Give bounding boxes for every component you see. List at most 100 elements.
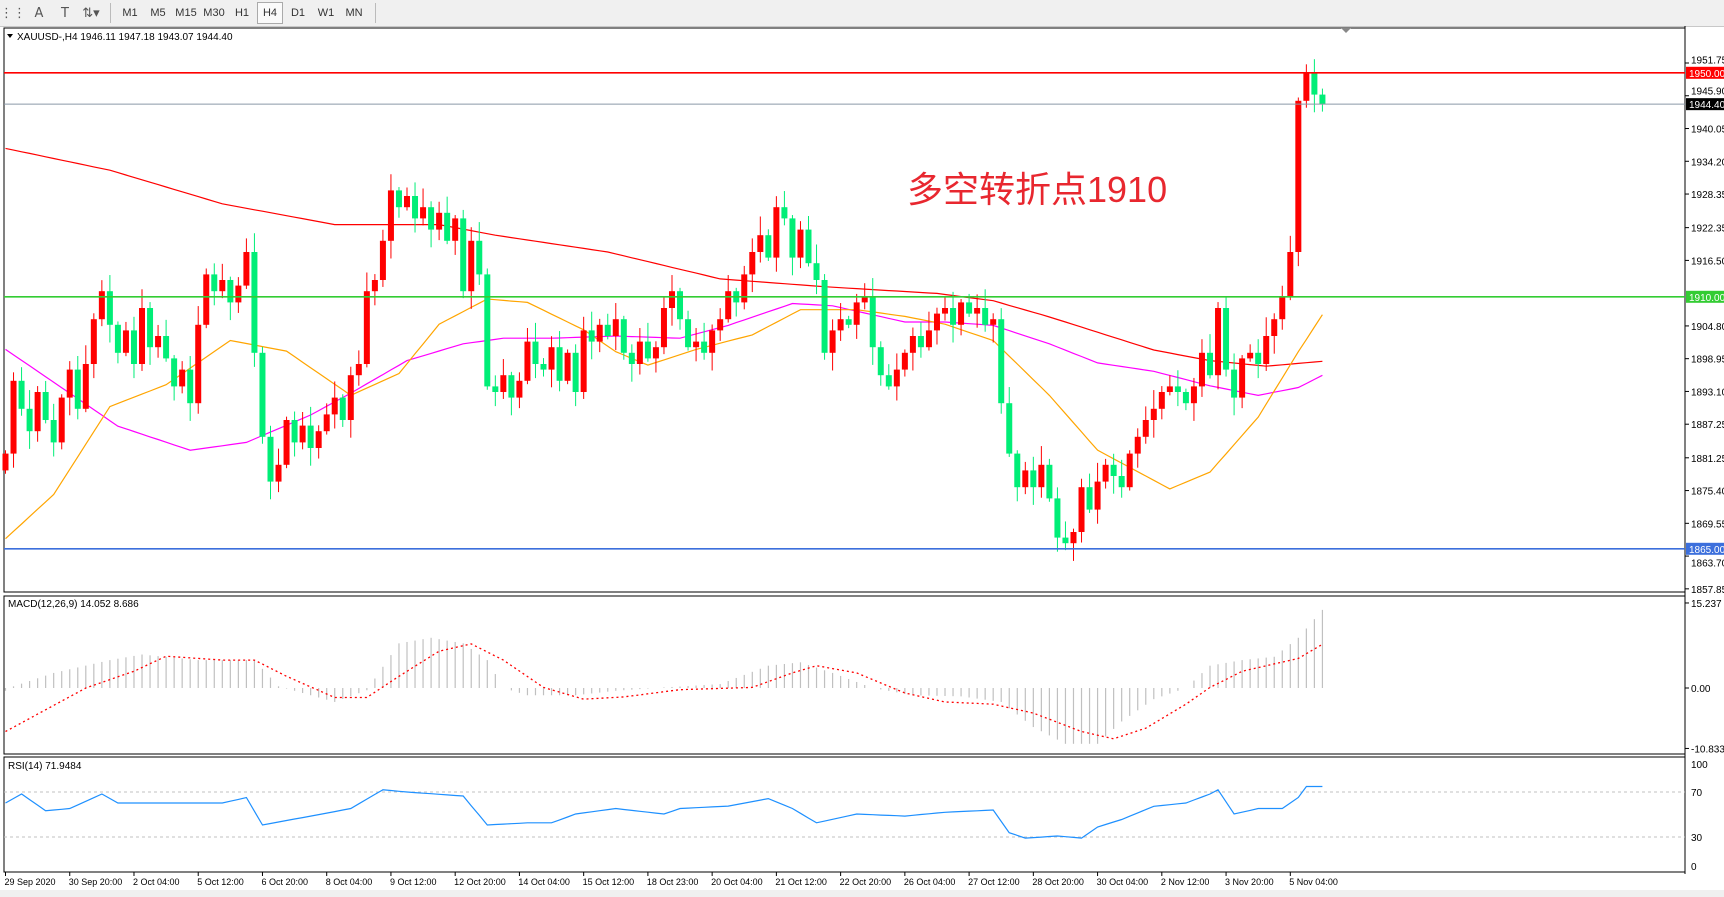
candle xyxy=(668,275,675,326)
candle-body xyxy=(339,397,346,420)
candle xyxy=(1078,478,1085,543)
candle-body xyxy=(130,330,137,364)
candle xyxy=(1271,313,1278,354)
toolbar: ⋮⋮ A T ⇅▾ M1 M5 M15 M30 H1 H4 D1 W1 MN xyxy=(0,0,1724,27)
candle-body xyxy=(98,291,105,320)
candle-body xyxy=(709,330,716,353)
candle-body xyxy=(492,386,499,392)
candle xyxy=(773,196,780,272)
candle xyxy=(211,263,218,306)
candle-body xyxy=(34,392,41,432)
candle-body xyxy=(1118,476,1125,488)
timeframe-m1-button[interactable]: M1 xyxy=(122,7,138,19)
candle-body xyxy=(917,336,924,348)
candle-body xyxy=(628,352,635,364)
candle xyxy=(26,390,33,449)
candle xyxy=(636,328,643,375)
candle-body xyxy=(42,392,49,420)
candle xyxy=(821,274,828,360)
arrows-icon[interactable]: ⇅▾ xyxy=(82,5,100,21)
candle xyxy=(339,394,346,427)
candle-body xyxy=(925,330,932,348)
level-label-bg xyxy=(1686,98,1724,111)
candle xyxy=(845,315,852,329)
macd-tick-label: 15.237 xyxy=(1691,599,1722,610)
candle-body xyxy=(636,341,643,364)
candle-body xyxy=(741,274,748,303)
candle-body xyxy=(476,240,483,275)
candle-body xyxy=(950,308,957,325)
time-tick-label: 2 Oct 04:00 xyxy=(133,877,180,887)
ma-long-line xyxy=(5,147,1323,367)
candle xyxy=(1062,521,1069,551)
candle xyxy=(1207,334,1213,379)
candle xyxy=(564,349,571,385)
candle xyxy=(942,296,949,321)
price-tick-label: 1857.85 xyxy=(1691,585,1724,596)
candle-body xyxy=(693,341,700,348)
candle xyxy=(404,187,410,211)
candle xyxy=(990,313,997,343)
candle-body xyxy=(1054,498,1061,538)
candle-body xyxy=(1134,436,1141,454)
grid-lines-icon[interactable]: ⋮⋮ xyxy=(0,5,26,21)
candle xyxy=(508,371,515,416)
time-tick-label: 2 Nov 12:00 xyxy=(1161,877,1210,887)
candle xyxy=(701,322,708,360)
time-tick-label: 14 Oct 04:00 xyxy=(518,877,570,887)
candle-body xyxy=(331,397,338,415)
candle xyxy=(219,263,226,299)
candle xyxy=(1134,428,1141,468)
candle xyxy=(395,187,402,218)
candle-body xyxy=(1303,72,1310,101)
candle xyxy=(628,344,635,382)
candle-body xyxy=(371,280,378,292)
timeframe-d1-button[interactable]: D1 xyxy=(290,7,306,19)
text-label-icon[interactable]: T xyxy=(61,5,69,21)
timeframe-w1-button[interactable]: W1 xyxy=(317,7,335,19)
candle xyxy=(147,302,154,365)
timeframe-mn-button[interactable]: MN xyxy=(345,7,363,19)
candle-body xyxy=(885,375,892,387)
candle-body xyxy=(588,330,595,342)
timeframe-m5-button[interactable]: M5 xyxy=(150,7,166,19)
candle-body xyxy=(893,369,900,387)
candle-body xyxy=(813,263,820,280)
candle-body xyxy=(1174,386,1181,392)
candle xyxy=(484,268,491,390)
candle-body xyxy=(1207,352,1213,376)
price-tick-label: 1875.40 xyxy=(1691,487,1724,498)
candle xyxy=(1287,235,1294,301)
candle-body xyxy=(114,324,121,353)
rsi-line xyxy=(5,785,1323,839)
timeframe-h4-button[interactable]: H4 xyxy=(257,2,283,24)
candle xyxy=(1102,458,1109,489)
price-tick-label: 1934.20 xyxy=(1691,157,1724,168)
candle-body xyxy=(500,375,507,392)
time-tick-label: 26 Oct 04:00 xyxy=(904,877,956,887)
price-chart[interactable]: XAUUSD-,H4 1946.11 1947.18 1943.07 1944.… xyxy=(0,26,1724,897)
candle xyxy=(1182,388,1189,411)
candle-body xyxy=(171,358,178,387)
timeframe-h1-button[interactable]: H1 xyxy=(234,7,250,19)
candle-body xyxy=(187,369,194,404)
candle-body xyxy=(853,302,860,325)
candle xyxy=(259,346,266,444)
candle xyxy=(644,322,651,362)
candle xyxy=(122,321,129,357)
candle-body xyxy=(677,291,684,320)
price-tick-label: 1916.50 xyxy=(1691,256,1724,267)
timeframe-m15-button[interactable]: M15 xyxy=(175,7,197,19)
candle-body xyxy=(556,347,563,381)
candle xyxy=(1166,375,1173,396)
candle xyxy=(1142,406,1149,444)
timeframe-m30-button[interactable]: M30 xyxy=(203,7,225,19)
candle-body xyxy=(548,347,555,370)
candle-body xyxy=(1142,420,1149,437)
candle-body xyxy=(524,341,531,381)
candle-body xyxy=(355,364,362,376)
text-tool-icon[interactable]: A xyxy=(34,5,44,21)
candle xyxy=(387,174,394,259)
candle xyxy=(1006,387,1013,457)
price-tick-label: 1951.75 xyxy=(1691,55,1724,66)
